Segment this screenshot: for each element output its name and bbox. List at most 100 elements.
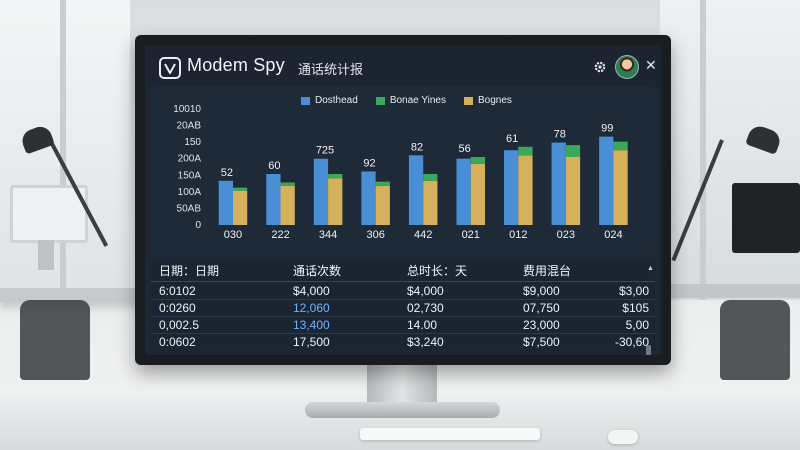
table-header: 日期：日期 通话次数 总时长：天 费用混台 xyxy=(151,259,655,282)
office-chair-left xyxy=(20,300,90,380)
column-header[interactable]: 总时长：天 xyxy=(407,263,468,278)
bar-bognes xyxy=(565,157,581,225)
legend-item: Bognes xyxy=(463,95,512,106)
chart-legend: Dosthead Bonae Yines Bognes xyxy=(301,95,512,106)
cell-duration: $3,240 xyxy=(407,334,444,349)
legend-label: Bognes xyxy=(477,95,512,106)
bar-bognes xyxy=(280,185,295,225)
data-label: 725 xyxy=(316,145,334,157)
data-label: 99 xyxy=(601,123,613,135)
x-tick-label: 306 xyxy=(366,229,384,241)
bar-dosthead xyxy=(456,158,471,225)
x-tick-label: 012 xyxy=(509,229,527,241)
y-tick-label: 0 xyxy=(195,220,201,231)
cell-cost: 07,750 xyxy=(523,300,560,315)
bar-dosthead xyxy=(408,155,424,225)
y-tick-label: 200A xyxy=(178,154,202,165)
close-icon[interactable]: ✕ xyxy=(645,57,657,73)
bar-bognes xyxy=(375,185,390,225)
scrollbar-thumb[interactable] xyxy=(646,345,651,355)
bar-dosthead xyxy=(313,158,329,225)
bar-chart: 0 50AB 100A 150A 200A 150 20AB 10010 52 030 60 222 7… xyxy=(173,104,628,241)
x-tick-label: 344 xyxy=(319,229,337,241)
app-title: Modem Spy xyxy=(187,55,285,75)
mouse xyxy=(608,430,638,444)
y-tick-label: 20AB xyxy=(177,121,202,132)
app-window: Modem Spy 通话统计报 ✕ 0 50AB 100A 150A 200A 150 20… xyxy=(145,45,661,355)
v-logo-icon xyxy=(159,57,181,79)
bar-dosthead xyxy=(504,150,519,225)
legend-swatch xyxy=(375,96,385,105)
cell-cost: $9,000 xyxy=(523,283,560,298)
background-monitor xyxy=(732,183,800,253)
table-row[interactable]: 0:0260 12,060 02,730 07,750 $105 xyxy=(151,299,655,317)
bar-bonae-yines xyxy=(518,146,533,156)
data-label: 82 xyxy=(411,141,423,153)
column-header[interactable]: 日期：日期 xyxy=(159,263,220,278)
data-label: 60 xyxy=(268,160,280,172)
legend-label: Bonae Yines xyxy=(389,95,446,106)
bar-bonae-yines xyxy=(375,181,390,186)
x-tick-label: 442 xyxy=(414,229,432,241)
keyboard xyxy=(360,428,540,440)
legend-swatch xyxy=(301,96,310,105)
x-tick-label: 222 xyxy=(271,229,289,241)
cell-cost: $7,500 xyxy=(523,334,560,349)
background-desk-left xyxy=(0,288,150,302)
cell-date: 0,002.5 xyxy=(159,317,200,332)
cell-calls: 13,400 xyxy=(293,317,330,332)
cell-extra: $105 xyxy=(622,300,649,315)
bar-dosthead xyxy=(599,136,614,225)
data-label: 92 xyxy=(363,157,375,169)
y-tick-label: 10010 xyxy=(173,104,201,115)
column-header[interactable]: 费用混台 xyxy=(523,263,572,278)
cell-calls: $4,000 xyxy=(293,283,330,298)
monitor-stand-base xyxy=(305,402,500,418)
data-table: 日期：日期 通话次数 总时长：天 费用混台 ▲ 6:0102 $4,000 $4… xyxy=(151,259,655,355)
cell-duration: 02,730 xyxy=(407,300,444,315)
cell-date: 0:0602 xyxy=(159,334,196,349)
table-row[interactable]: 6:0102 $4,000 $4,000 $9,000 $3,00 xyxy=(151,282,655,300)
background-desk-right xyxy=(660,284,800,298)
x-tick-label: 030 xyxy=(224,229,242,241)
data-label: 56 xyxy=(458,143,470,155)
bar-bognes xyxy=(613,150,628,225)
monitor-stand xyxy=(367,364,437,406)
cell-date: 0:0260 xyxy=(159,300,196,315)
cell-date: 6:0102 xyxy=(159,283,196,298)
x-tick-label: 024 xyxy=(604,229,622,241)
y-tick-label: 150A xyxy=(178,170,202,181)
bar-bonae-yines xyxy=(565,145,581,157)
chart-panel: 0 50AB 100A 150A 200A 150 20AB 10010 52 030 60 222 7… xyxy=(151,87,655,255)
bar-bonae-yines xyxy=(613,141,628,151)
x-tick-label: 021 xyxy=(462,229,480,241)
bar-bognes xyxy=(232,191,248,225)
user-avatar[interactable] xyxy=(615,55,639,79)
title-bar: Modem Spy 通话统计报 ✕ xyxy=(145,45,661,87)
app-subtitle: 通话统计报 xyxy=(298,62,364,77)
bar-bognes xyxy=(518,155,533,225)
scroll-up-icon[interactable]: ▲ xyxy=(647,265,654,272)
y-tick-label: 150 xyxy=(184,137,201,148)
bar-bonae-yines xyxy=(232,187,248,191)
legend-label: Dosthead xyxy=(315,95,358,106)
column-header[interactable]: 通话次数 xyxy=(293,263,342,278)
cell-calls: 12,060 xyxy=(293,300,330,315)
table-row[interactable]: 0:0602 17,500 $3,240 $7,500 -30,60 xyxy=(151,333,655,350)
data-label: 61 xyxy=(506,133,518,145)
data-label: 78 xyxy=(554,129,566,141)
table-row[interactable]: 0,002.5 13,400 14.00 23,000 5,00 xyxy=(151,316,655,334)
bar-dosthead xyxy=(361,171,376,225)
y-tick-label: 50AB xyxy=(177,203,202,214)
bar-dosthead xyxy=(218,180,233,225)
window-mullion xyxy=(700,0,706,300)
y-tick-label: 100A xyxy=(178,187,202,198)
background-computer xyxy=(10,185,88,243)
bar-dosthead xyxy=(551,142,566,225)
cell-calls: 17,500 xyxy=(293,334,330,349)
cell-cost: 23,000 xyxy=(523,317,560,332)
gear-icon[interactable] xyxy=(593,60,607,74)
data-label: 52 xyxy=(221,167,233,179)
background-computer-stand xyxy=(38,240,54,270)
bar-bognes xyxy=(328,178,343,225)
